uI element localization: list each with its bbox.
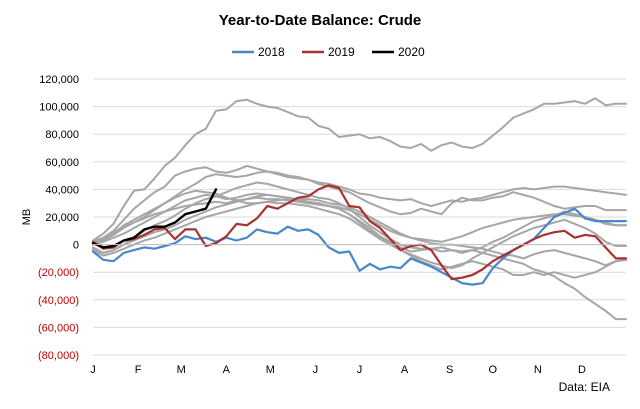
series-line-other-year-11 bbox=[92, 196, 627, 243]
y-tick-label-7: (20,000) bbox=[38, 267, 79, 279]
legend-label-2018: 2018 bbox=[258, 45, 285, 59]
series-line-2018 bbox=[91, 207, 628, 286]
series-line-other-year-8 bbox=[92, 200, 627, 270]
source-note: Data: EIA bbox=[559, 380, 610, 394]
series-line-other-year-7 bbox=[92, 193, 627, 279]
y-tick-label-1: 100,000 bbox=[39, 102, 79, 114]
y-tick-label-5: 20,000 bbox=[45, 212, 79, 224]
legend-label-2020: 2020 bbox=[398, 45, 425, 59]
series-line-other-year-5 bbox=[92, 170, 627, 246]
y-tick-label-2: 80,000 bbox=[45, 129, 79, 141]
x-tick-label-7: A bbox=[401, 364, 409, 376]
series-line-other-year-4 bbox=[92, 164, 627, 243]
y-tick-label-6: 0 bbox=[73, 240, 79, 252]
x-tick-label-11: D bbox=[578, 364, 586, 376]
y-axis-ticks: 120,000 100,000 80,000 60,000 40,000 20,000 0 (… bbox=[38, 74, 79, 362]
y-tick-label-3: 60,000 bbox=[45, 157, 79, 169]
legend-label-2019: 2019 bbox=[328, 45, 355, 59]
x-tick-label-3: A bbox=[223, 364, 231, 376]
y-axis-label: MB bbox=[21, 209, 33, 226]
x-tick-label-6: J bbox=[357, 364, 363, 376]
plot-area bbox=[91, 97, 628, 321]
series-line-2020 bbox=[91, 188, 218, 249]
y-tick-label-10: (80,000) bbox=[38, 350, 79, 362]
x-tick-label-10: N bbox=[534, 364, 542, 376]
x-tick-label-1: F bbox=[135, 364, 142, 376]
y-tick-label-8: (40,000) bbox=[38, 295, 79, 307]
y-tick-label-4: 40,000 bbox=[45, 184, 79, 196]
x-tick-label-0: J bbox=[90, 364, 96, 376]
legend: 2018 2019 2020 bbox=[232, 45, 425, 59]
x-tick-label-9: O bbox=[488, 364, 497, 376]
series-line-2019 bbox=[91, 184, 628, 281]
y-tick-label-9: (60,000) bbox=[38, 322, 79, 334]
x-tick-label-2: M bbox=[177, 364, 186, 376]
series-line-other-year-3 bbox=[92, 97, 627, 242]
series-line-other-year-9 bbox=[92, 192, 627, 267]
series-line-other-year-10 bbox=[92, 189, 627, 254]
y-tick-label-0: 120,000 bbox=[39, 74, 79, 86]
x-tick-label-4: M bbox=[266, 364, 275, 376]
x-tick-label-5: J bbox=[313, 364, 319, 376]
series-line-other-year-6 bbox=[92, 181, 627, 321]
x-tick-label-8: S bbox=[446, 364, 453, 376]
chart-title: Year-to-Date Balance: Crude bbox=[219, 12, 422, 29]
